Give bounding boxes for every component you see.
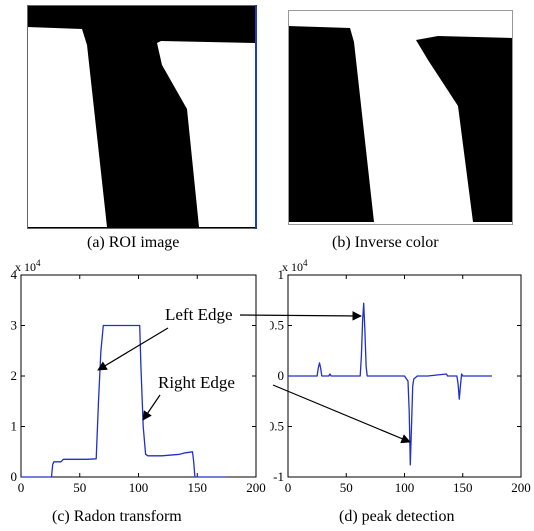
radon-series-line-0: [21, 324, 227, 478]
right-edge-label: Right Edge: [158, 373, 235, 392]
radon-y-tick-label: 3: [11, 318, 18, 333]
peak-x-tick-label: 200: [511, 480, 531, 495]
peak-x-tick-label: 100: [395, 480, 415, 495]
peak-x-tick-label: 0: [285, 480, 292, 495]
radon-x-tick-label: 200: [246, 480, 266, 495]
peak-x-tick-label: 50: [340, 480, 353, 495]
caption-c: (c) Radon transform: [52, 508, 182, 525]
radon-transform-chart: 0 50 100 150 200 0 1 2 3 4x 104: [11, 258, 266, 495]
radon-y-tick-label: 4: [11, 267, 18, 282]
peak-y-tick-label: 0: [278, 368, 285, 383]
caption-b: (b) Inverse color: [332, 234, 439, 251]
radon-x-tick-label: 100: [129, 480, 149, 495]
radon-x-tick-label: 150: [188, 480, 208, 495]
roi-image: [27, 5, 257, 229]
inverse-color-image: [288, 10, 513, 225]
radon-y-tick-label: 1: [11, 419, 18, 434]
left-edge-label: Left Edge: [165, 305, 233, 324]
radon-y-multiplier: x 104: [15, 258, 41, 274]
peak-y-tick-label: 1: [278, 267, 285, 282]
peak-y-multiplier: x 104: [282, 258, 308, 274]
radon-y-tick-label: 2: [11, 368, 18, 383]
peak-y-tick-label: -0.5: [270, 419, 284, 434]
peak-detection-chart: 0 50 100 150 200 -1 -0.5 0 0.5 1x 104: [270, 258, 531, 495]
peak-y-tick-label: 0.5: [270, 318, 284, 333]
right-edge-arrow-to-peak: [272, 384, 411, 444]
right-edge-arrow-to-radon: [142, 394, 161, 421]
peak-series-line-0: [288, 302, 492, 466]
radon-x-tick-label: 50: [73, 480, 86, 495]
peak-x-tick-label: 150: [453, 480, 473, 495]
radon-y-tick-label: 0: [11, 469, 18, 484]
caption-a: (a) ROI image: [87, 234, 180, 251]
left-edge-arrow-to-peak: [239, 311, 362, 321]
peak-y-tick-label: -1: [273, 469, 284, 484]
caption-d: (d) peak detection: [339, 508, 455, 525]
radon-x-tick-label: 0: [18, 480, 25, 495]
left-edge-arrow-to-radon: [97, 327, 169, 371]
